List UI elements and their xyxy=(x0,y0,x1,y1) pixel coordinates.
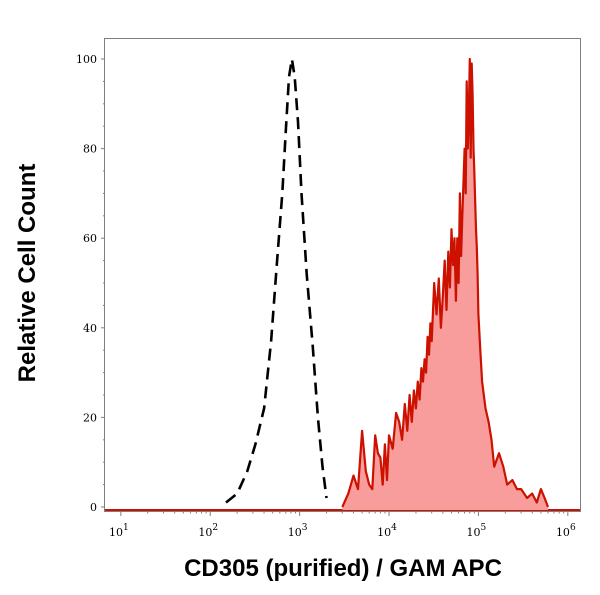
y-tick-label: 40 xyxy=(83,322,97,335)
x-tick-label: 103 xyxy=(288,523,308,539)
x-tick-label: 106 xyxy=(556,523,576,539)
x-tick-label: 104 xyxy=(377,523,397,539)
x-tick-label: 105 xyxy=(467,523,487,539)
y-tick-label: 80 xyxy=(83,143,97,156)
x-tick-label: 101 xyxy=(109,523,129,539)
dashed-histogram-line xyxy=(225,58,328,504)
series-layer xyxy=(105,57,580,511)
filled-histogram-line xyxy=(341,57,550,508)
y-tick-label: 20 xyxy=(83,411,97,424)
x-axis-title: CD305 (purified) / GAM APC xyxy=(184,555,502,582)
y-axis-ticks: 0 20 40 60 80 100 xyxy=(76,53,105,514)
y-tick-label: 0 xyxy=(90,501,97,514)
plot-frame xyxy=(104,38,581,512)
y-tick-label: 100 xyxy=(76,53,97,66)
x-tick-label: 102 xyxy=(198,523,218,539)
x-axis-ticks: 101 102 103 104 105 106 xyxy=(109,511,576,539)
y-tick-label: 60 xyxy=(83,232,97,245)
y-axis-title: Relative Cell Count xyxy=(14,164,41,383)
